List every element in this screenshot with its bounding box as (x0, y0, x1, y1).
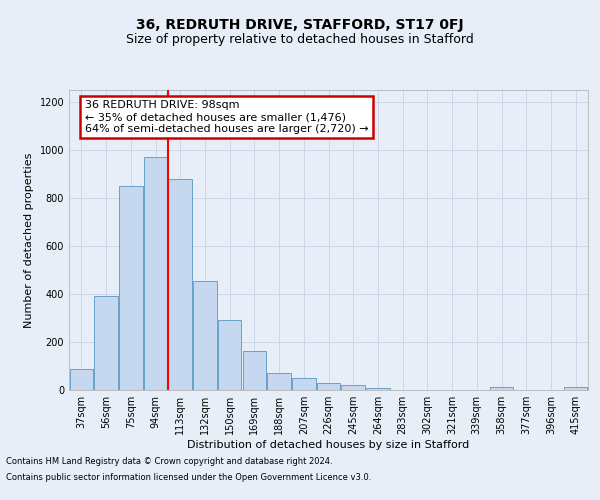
Bar (119, 186, 143, 390)
Bar (242, 351, 266, 390)
Bar (193, 281, 217, 390)
Bar (341, 384, 365, 390)
Text: Size of property relative to detached houses in Stafford: Size of property relative to detached ho… (126, 32, 474, 46)
Bar (218, 320, 241, 390)
Y-axis label: Number of detached properties: Number of detached properties (24, 152, 34, 328)
Bar (94, 296, 118, 390)
Bar (169, 179, 192, 390)
Bar (268, 373, 291, 390)
Bar (70, 369, 93, 390)
Bar (144, 157, 167, 390)
Bar (317, 383, 340, 390)
Text: Contains HM Land Registry data © Crown copyright and database right 2024.: Contains HM Land Registry data © Crown c… (6, 458, 332, 466)
Bar (292, 378, 316, 390)
Text: 36 REDRUTH DRIVE: 98sqm
← 35% of detached houses are smaller (1,476)
64% of semi: 36 REDRUTH DRIVE: 98sqm ← 35% of detache… (85, 100, 368, 134)
Bar (490, 387, 513, 390)
Text: 36, REDRUTH DRIVE, STAFFORD, ST17 0FJ: 36, REDRUTH DRIVE, STAFFORD, ST17 0FJ (136, 18, 464, 32)
X-axis label: Distribution of detached houses by size in Stafford: Distribution of detached houses by size … (187, 440, 470, 450)
Bar (366, 388, 389, 390)
Text: Contains public sector information licensed under the Open Government Licence v3: Contains public sector information licen… (6, 472, 371, 482)
Bar (564, 387, 587, 390)
